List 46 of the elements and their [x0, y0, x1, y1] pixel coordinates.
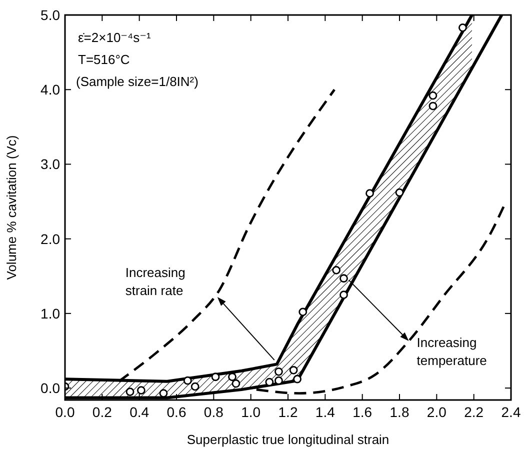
point [332, 266, 341, 274]
y-tick-label: 4.0 [40, 82, 60, 98]
point [159, 389, 168, 398]
annotation: ε̇=2×10⁻⁴s⁻¹ [78, 30, 152, 45]
x-tick-label: 1.0 [241, 404, 261, 420]
point [228, 372, 236, 382]
point [428, 91, 438, 100]
x-axis-title: Superplastic true longitudinal strain [186, 432, 390, 447]
point [232, 379, 240, 388]
x-tick-label: 2.4 [501, 404, 521, 420]
y-tick-label: 0.0 [40, 380, 60, 396]
point [183, 376, 192, 385]
x-tick-label: 0.6 [166, 404, 186, 420]
y-tick-label: 3.0 [40, 156, 60, 172]
annotation: T=516°C [78, 52, 130, 67]
point [366, 189, 374, 198]
point [190, 382, 200, 391]
point [289, 366, 298, 374]
x-tick-label: 2.0 [426, 404, 447, 420]
x-tick-label: 0.0 [55, 404, 75, 420]
annotation: Increasing temperature [416, 335, 487, 368]
point [395, 188, 404, 197]
annotation: Increasing strain rate [125, 265, 186, 298]
point [428, 102, 438, 110]
x-tick-label: 0.2 [92, 404, 112, 420]
x-tick-label: 2.2 [464, 404, 484, 420]
point [211, 372, 220, 382]
point [293, 374, 302, 384]
point [274, 367, 283, 376]
point [340, 290, 348, 299]
point [340, 274, 348, 283]
x-tick-label: 1.2 [278, 404, 298, 420]
x-tick-label: 0.4 [130, 404, 150, 420]
x-tick-label: 1.6 [352, 404, 372, 420]
y-tick-label: 2.0 [40, 230, 60, 247]
annotation: (Sample size=1/8IN²) [76, 74, 198, 89]
y-axis-title: Volume % cavitation (Vc) [4, 135, 19, 280]
x-tick-label: 0.8 [204, 404, 224, 420]
point [136, 386, 146, 394]
y-tick-label: 1.0 [40, 305, 60, 322]
point [126, 388, 134, 396]
x-tick-label: 1.4 [315, 404, 336, 420]
y-tick-label: 5.0 [40, 7, 60, 23]
x-tick-label: 1.8 [390, 404, 410, 420]
point [458, 23, 467, 32]
point [298, 308, 308, 316]
